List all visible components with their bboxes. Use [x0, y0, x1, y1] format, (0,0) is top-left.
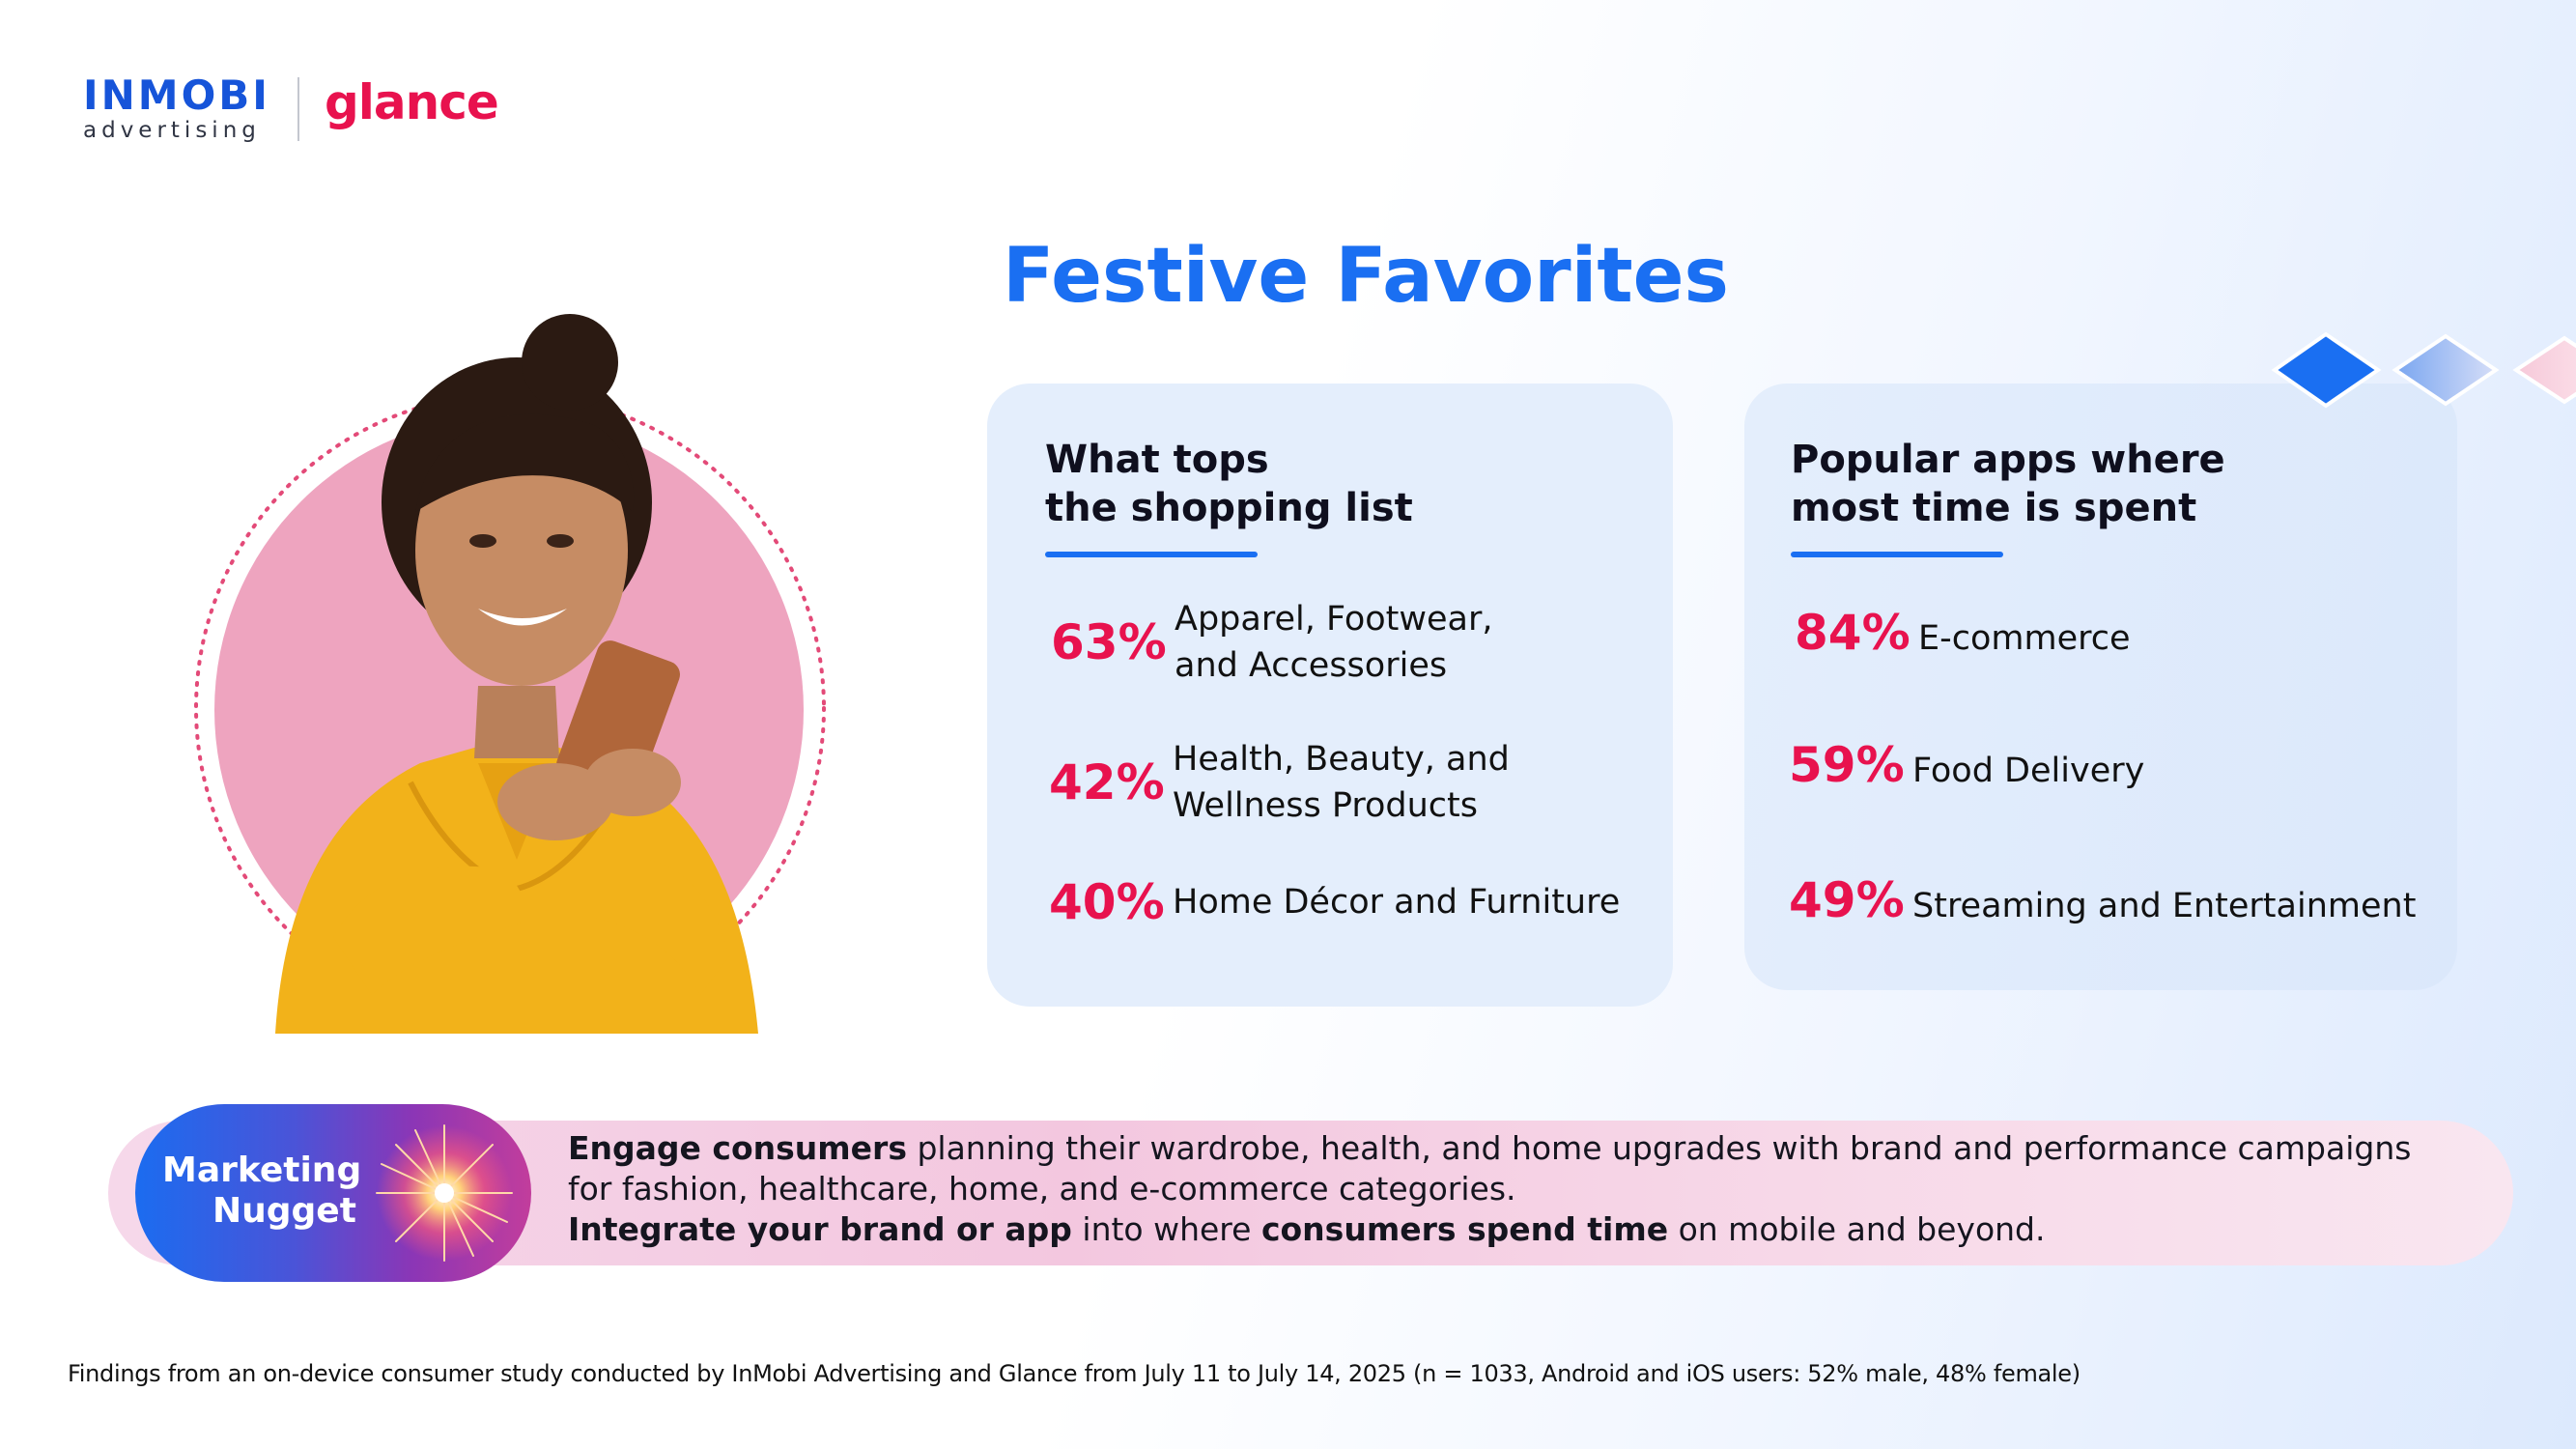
stat-label: Health, Beauty, and Wellness Products [1173, 740, 1510, 825]
stat-label: Streaming and Entertainment [1912, 887, 2417, 925]
nugget-row-2: for fashion, healthcare, home, and e-com… [568, 1170, 1516, 1208]
nugget-row-1: Engage consumers planning their wardrobe… [568, 1129, 2412, 1167]
stat-label: Apparel, Footwear, and Accessories [1175, 600, 1493, 685]
stat-percentage: 63% [1051, 614, 1167, 670]
shopping-stat-home: 40% Home Décor and Furniture [1045, 873, 1620, 931]
diamond-decoration-icon [2271, 331, 2576, 409]
sparkle-icon [376, 1124, 513, 1262]
shopping-heading-line1: What tops [1045, 438, 1269, 482]
shopping-stat-health: 42% Health, Beauty, and Wellness Product… [1045, 736, 1510, 829]
stat-label: E-commerce [1918, 619, 2131, 658]
nugget-label: Marketing Nugget [162, 1151, 362, 1231]
apps-stat-streaming: 49% Streaming and Entertainment [1789, 871, 2416, 929]
nugget-message: Engage consumers planning their wardrobe… [568, 1128, 2411, 1250]
shopping-card-heading: What tops the shopping list [1045, 436, 1413, 532]
stat-percentage: 40% [1049, 874, 1165, 930]
footnote: Findings from an on-device consumer stud… [68, 1360, 2081, 1387]
apps-stat-ecommerce: 84% E-commerce [1795, 604, 2131, 662]
marketing-nugget-badge: Marketing Nugget [135, 1104, 531, 1282]
stat-percentage: 49% [1789, 872, 1905, 928]
popular-apps-card: Popular apps where most time is spent 84… [1744, 384, 2457, 990]
stat-label: Home Décor and Furniture [1173, 883, 1621, 922]
shopping-heading-underline [1045, 552, 1258, 557]
stat-percentage: 59% [1789, 737, 1905, 793]
shopping-list-card: What tops the shopping list 63% Apparel,… [987, 384, 1673, 1007]
page-title: Festive Favorites [1003, 233, 1729, 320]
stat-label: Food Delivery [1912, 752, 2145, 790]
shopping-stat-apparel: 63% Apparel, Footwear, and Accessories [1045, 596, 1493, 689]
glance-logo: glance [325, 74, 499, 130]
inmobi-wordmark: INMOBI [83, 71, 270, 119]
apps-heading-line2: most time is spent [1791, 486, 2197, 530]
stat-percentage: 84% [1795, 605, 1911, 661]
hero-portrait-image [194, 314, 826, 1034]
apps-heading-underline [1791, 552, 2003, 557]
apps-stat-food-delivery: 59% Food Delivery [1789, 736, 2144, 794]
inmobi-sub: advertising [83, 118, 261, 143]
apps-heading-line1: Popular apps where [1791, 438, 2225, 482]
stat-percentage: 42% [1049, 754, 1165, 810]
apps-card-heading: Popular apps where most time is spent [1791, 436, 2225, 532]
inmobi-logo: INMOBI advertising [83, 71, 276, 144]
logo-divider [297, 77, 299, 141]
nugget-row-3: Integrate your brand or app into where c… [568, 1210, 2046, 1248]
shopping-heading-line2: the shopping list [1045, 486, 1413, 530]
